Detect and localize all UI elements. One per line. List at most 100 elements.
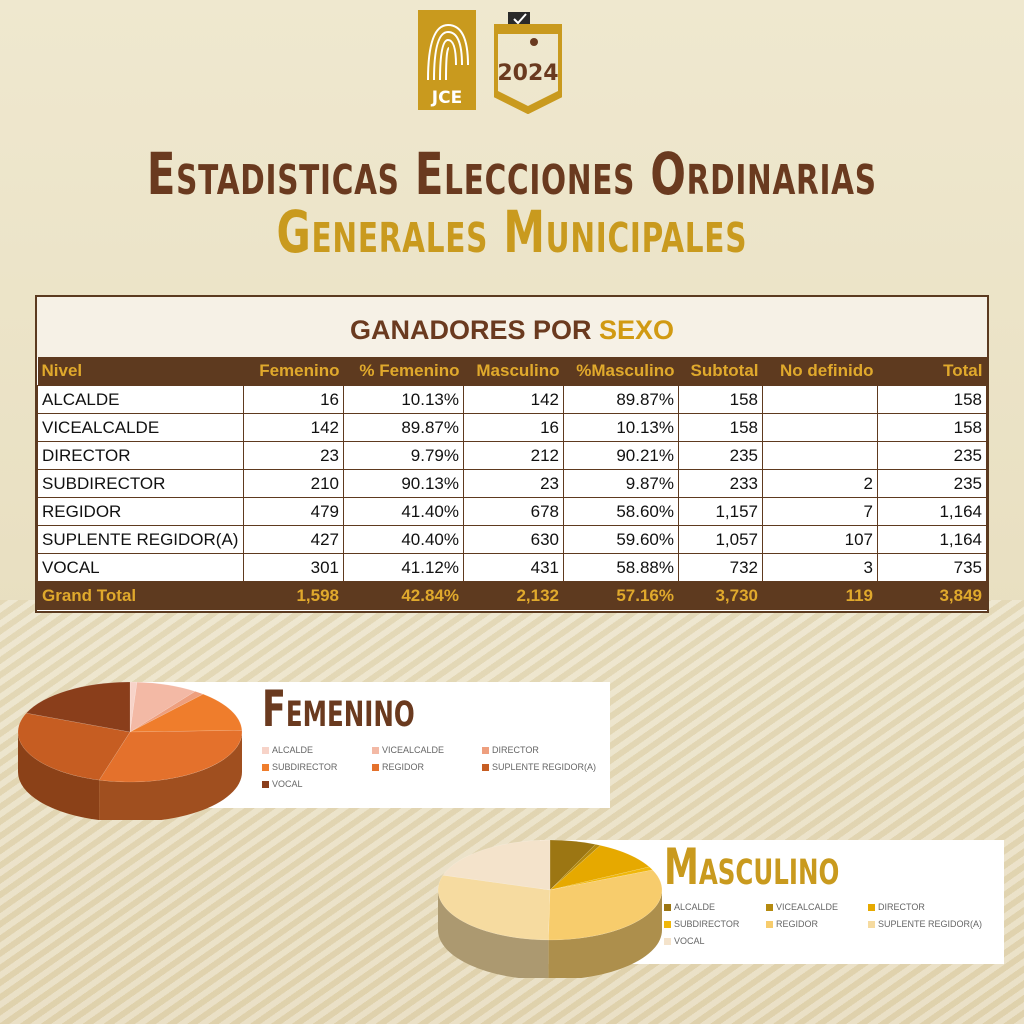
table-cell: 1,164 (877, 525, 987, 554)
table-cell: DIRECTOR (37, 441, 244, 470)
column-header: Total (877, 357, 987, 386)
table-cell: 233 (678, 469, 763, 498)
legend-label: VICEALCALDE (776, 902, 839, 912)
table-cell: 142 (463, 385, 564, 414)
pie-slice-vocal (25, 681, 131, 733)
table-cell: VOCAL (37, 553, 244, 582)
masculino-pie-chart (437, 839, 663, 978)
elections-logo-year: 2024 (497, 61, 558, 86)
pie-slice-alcalde (549, 839, 597, 891)
table-cell: 90.13% (343, 469, 464, 498)
table-row: REGIDOR 479 41.40% 678 58.60% 1,157 7 1,164 (37, 497, 987, 526)
table-header-row: Nivel Femenino% Femenino Masculino %Masculi… (37, 357, 987, 386)
masculino-legend: ALCALDE VICEALCALDE DIRECTOR SUBDIRECTOR REG… (664, 902, 1008, 946)
legend-label: VOCAL (674, 936, 705, 946)
legend-label: VOCAL (272, 779, 303, 789)
table-cell: 41.40% (343, 497, 464, 526)
total-cell: 3,849 (877, 581, 987, 610)
table-cell: 41.12% (343, 553, 464, 582)
pie-slice-regidor (98, 730, 243, 783)
table-cell: SUPLENTE REGIDOR(A) (37, 525, 244, 554)
table-cell: 1,157 (678, 497, 763, 526)
legend-swatch (482, 763, 489, 771)
masculino-chart-title: Masculino (664, 838, 840, 896)
legend-label: SUBDIRECTOR (674, 919, 740, 929)
table-cell: 9.87% (563, 469, 679, 498)
total-cell: Grand Total (37, 581, 244, 610)
table-cell: 1,057 (678, 525, 763, 554)
pie-slice-vicealcalde (129, 681, 196, 733)
table-cell (762, 413, 878, 442)
column-header: Subtotal (678, 357, 763, 386)
legend-label: DIRECTOR (492, 745, 539, 755)
pie-slice-suplente-regidor-a- (437, 874, 551, 941)
page-title-line1: Estadisticas Elecciones Ordinarias (147, 140, 877, 208)
table-cell: 89.87% (343, 413, 464, 442)
jce-logo-text: JCE (431, 88, 462, 108)
table-cell: 210 (243, 469, 344, 498)
legend-label: SUPLENTE REGIDOR(A) (878, 919, 983, 929)
legend-label: SUPLENTE REGIDOR(A) (492, 762, 597, 772)
table-cell: 235 (877, 469, 987, 498)
legend-swatch (262, 780, 269, 788)
column-header: Masculino (463, 357, 564, 386)
table-cell: REGIDOR (37, 497, 244, 526)
total-cell: 1,598 (243, 581, 344, 610)
legend-swatch (262, 763, 269, 771)
table-cell: 732 (678, 553, 763, 582)
femenino-legend: ALCALDE VICEALCALDE DIRECTOR SUBDIRECTOR REG… (262, 745, 622, 789)
elections-2024-logo: 2024 (494, 12, 562, 114)
legend-swatch (868, 903, 875, 911)
table-cell: 678 (463, 497, 564, 526)
legend-item: ALCALDE (664, 902, 766, 912)
legend-item: ALCALDE (262, 745, 372, 755)
table-row: SUPLENTE REGIDOR(A) 427 40.40% 630 59.60% 1,0… (37, 525, 987, 554)
pie-slice-vocal (442, 839, 551, 891)
table-row: DIRECTOR 23 9.79% 212 90.21% 235 235 (37, 441, 987, 470)
legend-label: VICEALCALDE (382, 745, 445, 755)
column-header: %Masculino (563, 357, 679, 386)
legend-item: REGIDOR (372, 762, 482, 772)
pie-slice-alcalde (129, 681, 138, 733)
legend-swatch (262, 746, 269, 754)
table-cell (762, 385, 878, 414)
table-cell: 158 (877, 413, 987, 442)
legend-swatch (664, 937, 671, 945)
table-cell: 158 (678, 385, 763, 414)
table-cell: 431 (463, 553, 564, 582)
table-cell: 212 (463, 441, 564, 470)
table-row: VOCAL 301 41.12% 431 58.88% 732 3 735 (37, 553, 987, 582)
legend-swatch (766, 920, 773, 928)
table-cell: 235 (678, 441, 763, 470)
table-cell: 1,164 (877, 497, 987, 526)
table-cell: 7 (762, 497, 878, 526)
table-cell: ALCALDE (37, 385, 244, 414)
page-title-line2: Generales Municipales (276, 198, 748, 266)
legend-item: REGIDOR (766, 919, 868, 929)
legend-label: SUBDIRECTOR (272, 762, 338, 772)
table-cell: SUBDIRECTOR (37, 469, 244, 498)
pie-slice-regidor (548, 869, 663, 941)
legend-item: SUBDIRECTOR (664, 919, 766, 929)
table-cell: 158 (877, 385, 987, 414)
table-cell: 9.79% (343, 441, 464, 470)
pie-slice-suplente-regidor-a- (17, 712, 131, 781)
legend-swatch (868, 920, 875, 928)
table-cell: 107 (762, 525, 878, 554)
legend-swatch (766, 903, 773, 911)
table-cell (762, 441, 878, 470)
legend-item: VOCAL (262, 779, 372, 789)
pie-slice-side (438, 890, 549, 978)
table-cell: 2 (762, 469, 878, 498)
table-cell: 16 (463, 413, 564, 442)
column-header: Nivel (37, 357, 244, 386)
total-cell: 57.16% (563, 581, 679, 610)
legend-swatch (372, 746, 379, 754)
winners-by-sex-table: GANADORES POR SEXO Nivel Femenino% Femeni… (35, 295, 989, 613)
total-cell: 2,132 (463, 581, 564, 610)
pie-slice-director (549, 845, 650, 891)
legend-item: VOCAL (664, 936, 766, 946)
pie-slice-vicealcalde (549, 844, 601, 891)
table-cell: 630 (463, 525, 564, 554)
pie-slice-subdirector (129, 693, 243, 733)
